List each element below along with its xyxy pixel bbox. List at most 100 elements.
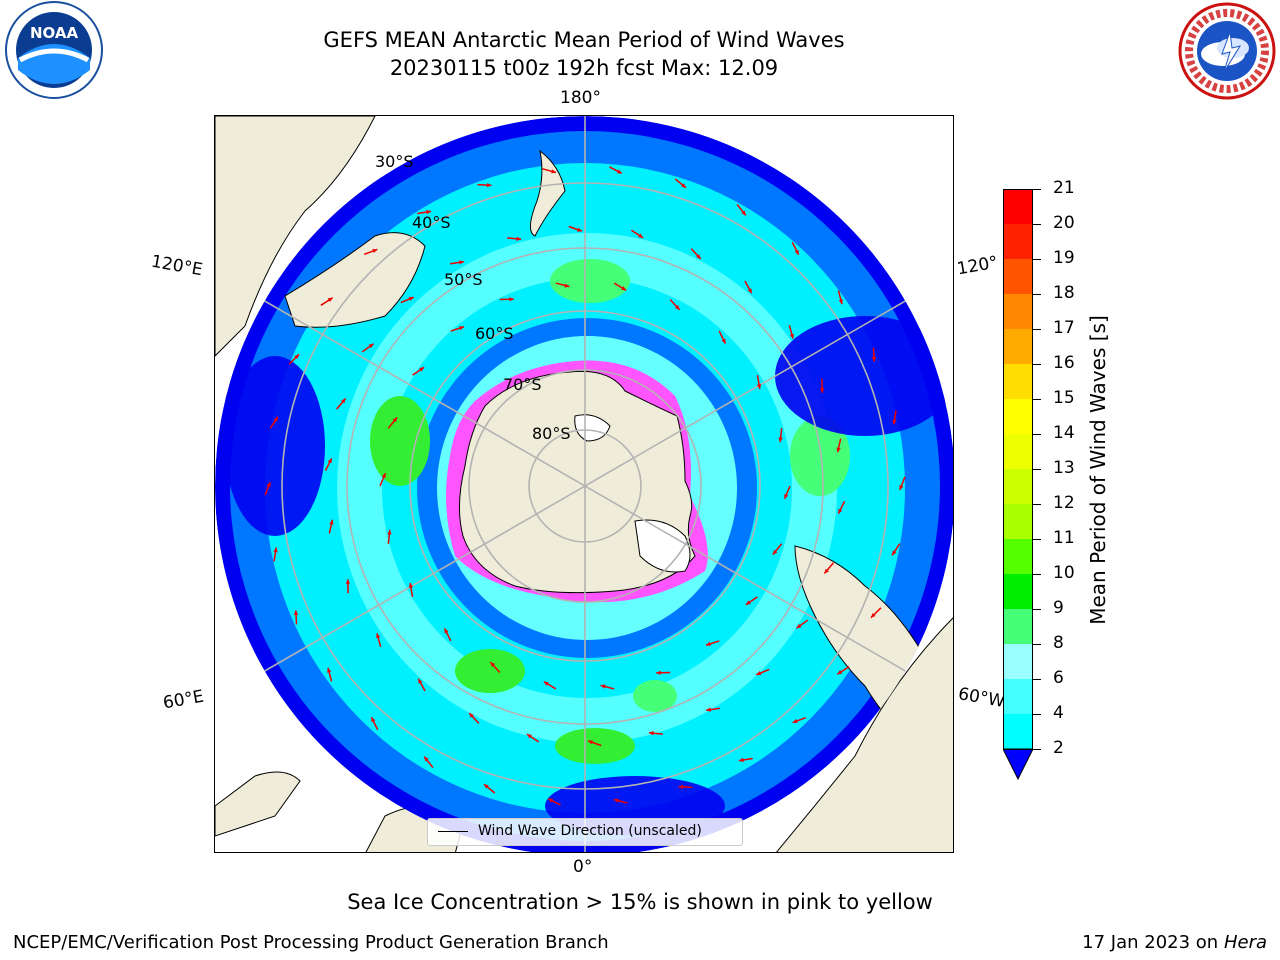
wind-arrow-head: [577, 227, 582, 232]
lat-label-70s: 70°S: [503, 375, 542, 394]
colorbar-segment: [1003, 294, 1033, 329]
wind-arrow-head: [327, 458, 332, 464]
wind-arrow-head: [648, 730, 654, 736]
colorbar-tick-label: 12: [1053, 493, 1075, 513]
wind-arrow-head: [870, 612, 876, 618]
colorbar-tick-label: 16: [1053, 353, 1075, 373]
colorbar-segment: [1003, 399, 1033, 434]
wind-arrow-head: [509, 297, 514, 302]
colorbar-tick-mark: [1033, 399, 1041, 400]
colorbar-extend-triangle: [1002, 748, 1034, 781]
wind-arrow-head: [551, 169, 557, 174]
lon-label-120w: 120°: [955, 252, 1000, 280]
colorbar-segment: [1003, 329, 1033, 364]
colorbar-tick-mark: [1033, 259, 1041, 260]
colorbar-tick-label: 19: [1053, 248, 1075, 268]
wind-arrow-head: [721, 338, 726, 344]
colorbar-tick-mark: [1033, 189, 1041, 190]
wind-arrow-head: [892, 419, 897, 425]
colorbar-tick-label: 9: [1053, 598, 1064, 618]
colorbar-segment: [1003, 224, 1033, 259]
colorbar-tick-label: 18: [1053, 283, 1075, 303]
wind-arrow-head: [824, 568, 829, 574]
wind-arrow-head: [426, 209, 432, 215]
wind-arrow-head: [706, 707, 711, 712]
colorbar-tick-label: 2: [1053, 738, 1064, 758]
wind-arrow-head: [747, 288, 752, 294]
wind-arrow-head: [745, 600, 751, 605]
map-panel[interactable]: [214, 115, 954, 853]
colorbar-tick-mark: [1033, 714, 1041, 715]
legend-label: Wind Wave Direction (unscaled): [478, 823, 702, 839]
lat-label-30s: 30°S: [375, 152, 414, 171]
colorbar-segment: [1003, 714, 1033, 749]
footer-credit: NCEP/EMC/Verification Post Processing Pr…: [13, 932, 609, 953]
wind-arrow-head: [459, 260, 464, 265]
colorbar-segment: [1003, 189, 1033, 224]
colorbar-tick-mark: [1033, 644, 1041, 645]
lat-label-80s: 80°S: [532, 424, 571, 443]
noaa-logo-icon: NOAA: [4, 0, 104, 104]
colorbar-tick-label: 10: [1053, 563, 1075, 583]
lon-label-180: 180°: [560, 88, 601, 108]
wind-arrow-head: [621, 286, 627, 291]
ocean-disk: [215, 116, 953, 852]
wind-arrow-head: [376, 633, 381, 639]
lat-label-40s: 40°S: [412, 213, 451, 232]
wind-arrow-head: [837, 669, 843, 675]
lon-label-0: 0°: [573, 857, 593, 877]
colorbar-tick-label: 15: [1053, 388, 1075, 408]
lon-label-60w: 60°W: [956, 684, 1007, 712]
lat-label-50s: 50°S: [444, 270, 483, 289]
wind-arrow-head: [327, 297, 333, 303]
wind-arrow-head: [681, 183, 687, 188]
wind-arrow-head: [459, 326, 465, 331]
wind-arrow-head: [526, 734, 532, 739]
colorbar-label: Mean Period of Wind Waves [s]: [1086, 315, 1110, 625]
wind-arrow-head: [424, 756, 429, 762]
wind-arrow-head: [838, 299, 843, 305]
wind-arrow-head: [772, 549, 778, 555]
polar-map[interactable]: [215, 116, 954, 853]
colorbar-segment: [1003, 609, 1033, 644]
wind-arrow-head: [408, 296, 414, 301]
colorbar-tick-mark: [1033, 749, 1041, 750]
colorbar-segment: [1003, 434, 1033, 469]
wind-arrow-head: [486, 182, 492, 188]
wind-arrow-head: [327, 667, 332, 673]
wind-arrow-head: [756, 671, 762, 676]
wind-arrow-head: [266, 482, 271, 488]
lat-label-60s: 60°S: [475, 324, 514, 343]
colorbar-segment: [1003, 259, 1033, 294]
wind-arrow-head: [678, 784, 684, 790]
wind-arrow-head: [371, 717, 376, 723]
wind-arrow-head: [796, 623, 802, 629]
nws-logo-icon: [1178, 2, 1276, 104]
wind-arrow-head: [392, 417, 398, 423]
wind-arrow-head: [490, 662, 496, 667]
colorbar-tick-label: 20: [1053, 213, 1075, 233]
colorbar-segment: [1003, 644, 1033, 679]
wind-arrow-head: [738, 757, 744, 763]
wind-arrow-head: [613, 798, 619, 803]
wind-arrow-head: [836, 447, 841, 453]
longitude-lines: [215, 116, 953, 852]
wind-arrow-head: [444, 628, 449, 634]
lon-label-60e: 60°E: [161, 686, 206, 714]
noaa-logo-text: NOAA: [30, 24, 79, 42]
colorbar-tick-mark: [1033, 434, 1041, 435]
colorbar-tick-label: 8: [1053, 633, 1064, 653]
wind-arrow-head: [564, 283, 570, 288]
colorbar-frame: [1003, 189, 1033, 750]
map-legend: Wind Wave Direction (unscaled): [427, 818, 743, 846]
colorbar-segment: [1003, 364, 1033, 399]
wind-arrow-head: [408, 583, 414, 588]
wind-arrow-head: [588, 740, 593, 745]
colorbar-tick-label: 11: [1053, 528, 1075, 548]
wind-arrow-head: [368, 343, 374, 349]
wind-arrow-head: [600, 684, 606, 689]
colorbar-tick-mark: [1033, 539, 1041, 540]
wind-arrow-head: [483, 784, 489, 789]
map-subtitle: 20230115 t00z 192h fcst Max: 12.09: [389, 56, 779, 80]
wind-arrow-head: [656, 670, 661, 675]
